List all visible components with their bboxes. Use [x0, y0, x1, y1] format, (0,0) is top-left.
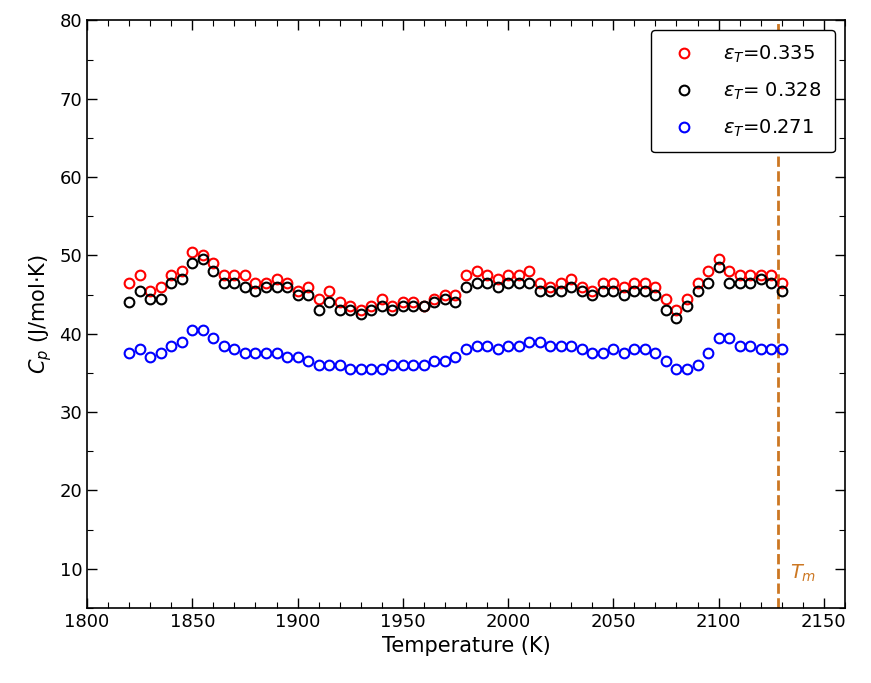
Legend: $\varepsilon_T$=0.335, $\varepsilon_T$= 0.328, $\varepsilon_T$=0.271: $\varepsilon_T$=0.335, $\varepsilon_T$= … [652, 30, 835, 152]
Text: $T_m$: $T_m$ [790, 563, 816, 585]
Y-axis label: $C_p$ (J/mol$\cdot$K): $C_p$ (J/mol$\cdot$K) [27, 254, 54, 374]
X-axis label: Temperature (K): Temperature (K) [381, 637, 550, 656]
